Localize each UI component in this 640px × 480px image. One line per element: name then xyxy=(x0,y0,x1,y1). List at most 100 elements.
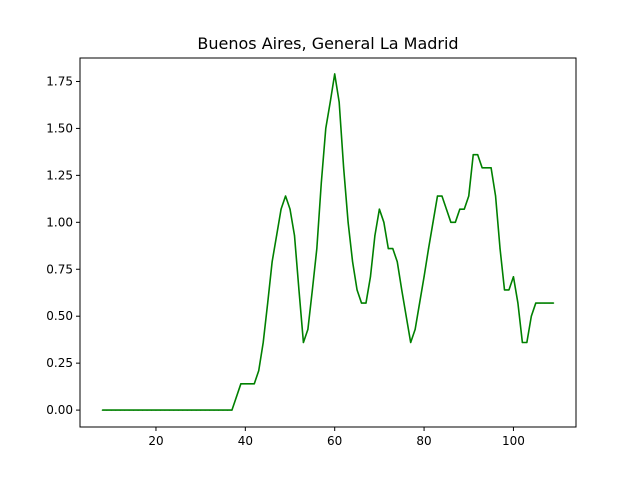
data-point xyxy=(110,409,112,411)
x-tick-label: 20 xyxy=(148,434,163,448)
data-point xyxy=(298,289,300,291)
data-point xyxy=(155,409,157,411)
data-point xyxy=(307,328,309,330)
data-point xyxy=(508,289,510,291)
data-point xyxy=(490,167,492,169)
data-point xyxy=(387,248,389,250)
y-tick-label: 1.75 xyxy=(46,74,73,88)
data-point xyxy=(517,302,519,304)
data-point xyxy=(311,289,313,291)
data-point xyxy=(445,208,448,210)
data-point xyxy=(432,221,434,223)
data-point xyxy=(325,127,327,130)
data-point xyxy=(548,302,550,304)
data-point xyxy=(164,409,166,411)
data-point xyxy=(468,195,470,197)
data-point xyxy=(512,276,515,278)
data-point xyxy=(177,409,179,411)
data-point xyxy=(396,261,398,263)
data-point xyxy=(217,409,220,411)
data-point xyxy=(530,315,532,317)
data-point xyxy=(553,302,555,304)
data-point xyxy=(128,409,130,411)
data-point xyxy=(365,302,367,304)
data-point xyxy=(119,409,121,411)
axes-frame xyxy=(79,57,577,428)
data-point xyxy=(195,409,197,411)
data-point xyxy=(302,341,305,344)
data-point xyxy=(235,396,237,398)
data-point xyxy=(115,409,117,411)
data-point xyxy=(499,248,501,250)
data-point xyxy=(267,302,269,304)
data-point xyxy=(338,101,340,103)
data-point xyxy=(477,154,479,156)
y-tick-label: 0.50 xyxy=(46,309,73,323)
data-point xyxy=(244,383,246,385)
data-point xyxy=(240,383,242,385)
data-point xyxy=(374,234,376,237)
data-point xyxy=(173,409,175,411)
data-point xyxy=(320,182,322,184)
data-point xyxy=(316,248,318,250)
data-point xyxy=(494,195,497,197)
x-axis: 20 40 60 80 100 xyxy=(148,427,525,448)
x-tick-label: 100 xyxy=(502,434,525,448)
data-point xyxy=(526,341,528,344)
data-point xyxy=(347,221,349,223)
data-point xyxy=(262,341,264,344)
data-point xyxy=(392,248,394,250)
data-point xyxy=(539,302,541,304)
data-point xyxy=(284,195,287,197)
data-point xyxy=(410,341,412,344)
data-point xyxy=(200,409,202,411)
data-point xyxy=(159,409,162,411)
data-point xyxy=(401,289,403,291)
data-point xyxy=(124,409,126,411)
data-point xyxy=(253,383,255,385)
data-point xyxy=(521,341,523,344)
data-point xyxy=(450,221,452,223)
data-point xyxy=(329,101,331,103)
series-line xyxy=(102,73,554,411)
data-point xyxy=(191,409,193,411)
y-tick-label: 0.00 xyxy=(46,403,73,417)
data-point xyxy=(360,302,363,304)
data-point xyxy=(503,289,506,291)
data-point xyxy=(436,195,439,197)
data-point xyxy=(258,370,260,372)
x-tick-label: 80 xyxy=(416,434,431,448)
data-point xyxy=(208,409,211,411)
data-point xyxy=(101,409,103,411)
x-tick-label: 40 xyxy=(238,434,253,448)
data-point xyxy=(427,248,430,250)
data-point xyxy=(405,315,407,317)
y-tick-label: 1.00 xyxy=(46,215,73,229)
data-point xyxy=(231,409,233,411)
data-point xyxy=(106,409,108,411)
data-point xyxy=(343,167,345,169)
data-point xyxy=(472,154,474,156)
y-tick-label: 0.75 xyxy=(46,262,73,276)
data-point xyxy=(150,409,153,411)
data-point xyxy=(414,328,416,330)
data-point xyxy=(222,409,224,411)
data-point xyxy=(182,409,184,411)
data-point xyxy=(419,302,421,304)
y-axis: 0.00 0.25 0.50 0.75 1.00 1.25 1.50 1.75 xyxy=(46,74,80,417)
data-point xyxy=(544,302,546,304)
y-tick-label: 0.25 xyxy=(46,356,73,370)
data-point xyxy=(249,383,251,385)
y-tick-label: 1.25 xyxy=(46,168,73,182)
data-point xyxy=(459,208,461,210)
data-point xyxy=(271,261,273,263)
data-point xyxy=(481,167,483,169)
data-point xyxy=(280,208,282,210)
data-point xyxy=(289,208,291,210)
data-point xyxy=(204,409,206,411)
data-point xyxy=(133,409,135,411)
data-point xyxy=(454,221,456,223)
data-point xyxy=(369,276,372,278)
data-point xyxy=(276,234,278,237)
